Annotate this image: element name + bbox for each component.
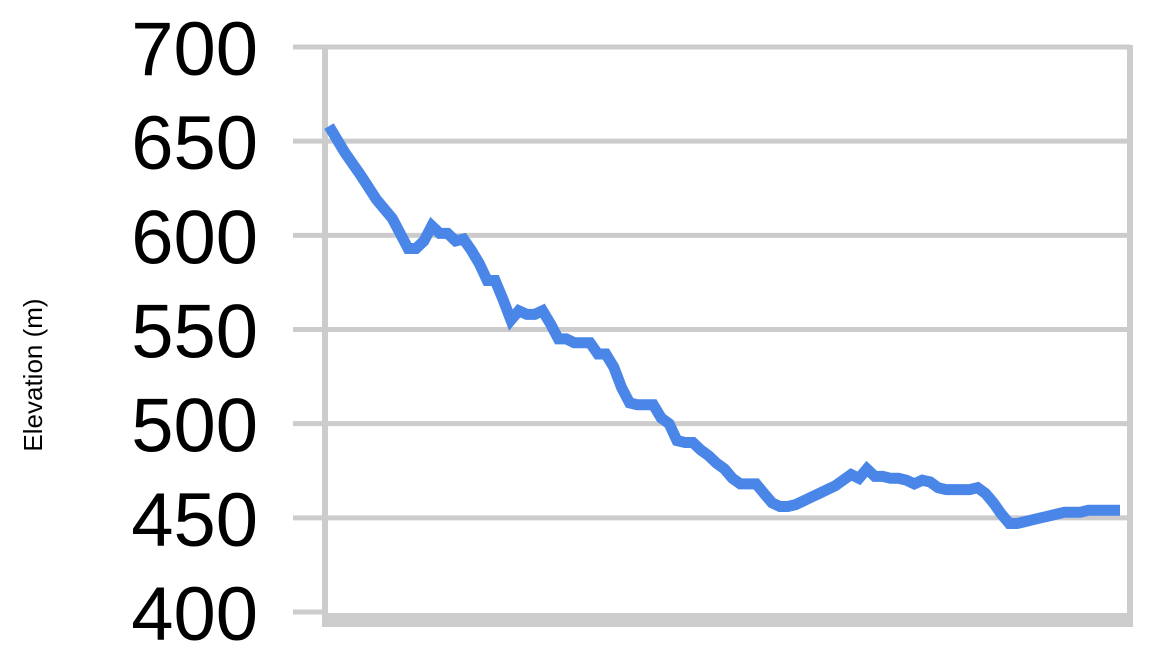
y-tick-label: 700 xyxy=(131,7,258,92)
y-tick-label: 600 xyxy=(131,195,258,280)
axes xyxy=(322,45,1133,627)
y-tick-label: 450 xyxy=(131,478,258,563)
series-line-0 xyxy=(324,123,1120,529)
y-axis-label: Elevation (m) xyxy=(18,298,48,451)
y-tick-label: 550 xyxy=(131,290,258,375)
y-tick-label: 500 xyxy=(131,384,258,469)
gridlines xyxy=(293,44,1130,615)
series-layer xyxy=(324,123,1120,529)
y-tick-label: 650 xyxy=(131,101,258,186)
y-axis-ticks: 700 650 600 550 500 450 400 xyxy=(131,7,258,657)
y-tick-label: 400 xyxy=(131,572,258,657)
